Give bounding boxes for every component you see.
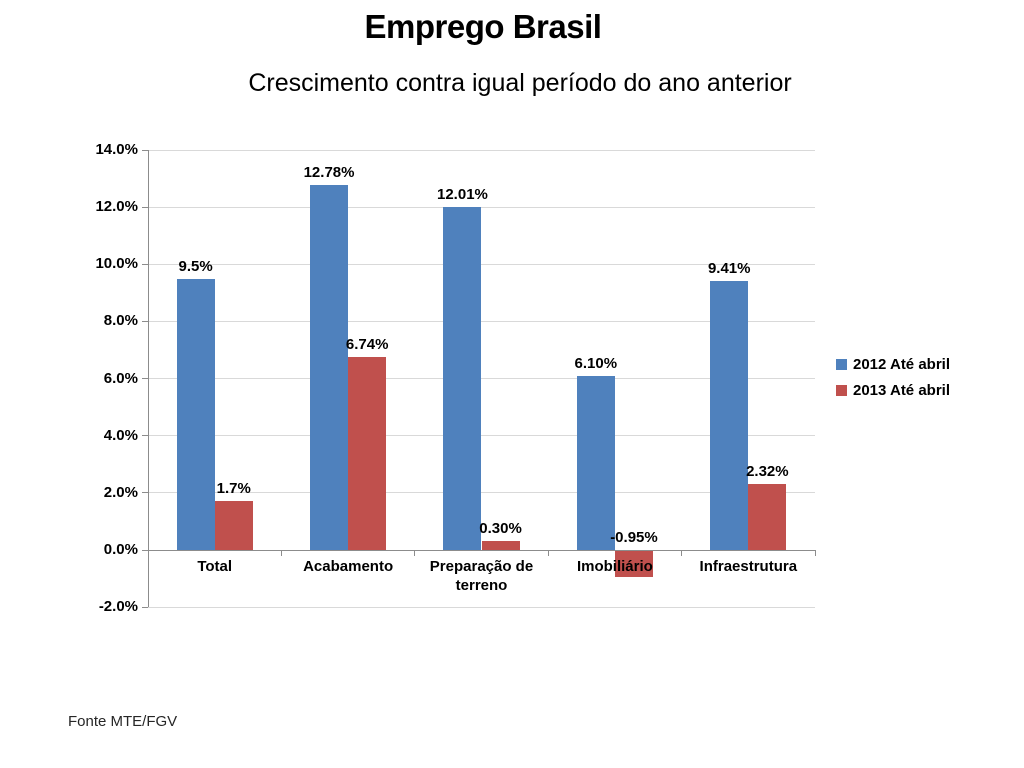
legend-entry: 2013 Até abril xyxy=(836,382,950,399)
bar-value-label: 2.32% xyxy=(746,462,789,480)
legend-label: 2012 Até abril xyxy=(853,356,950,373)
bar-series2 xyxy=(348,357,387,550)
bar-value-label: 9.41% xyxy=(707,260,751,278)
bar-value-label: -0.95% xyxy=(610,529,658,546)
legend-label: 2013 Até abril xyxy=(853,382,950,399)
y-gridline xyxy=(148,378,815,380)
bar-value-label: 6.10% xyxy=(574,354,618,372)
y-axis-label: 0.0% xyxy=(103,541,138,558)
y-gridline xyxy=(148,492,815,494)
y-tick-mark xyxy=(142,378,148,380)
x-tick-mark xyxy=(547,550,549,556)
y-axis-label: 14.0% xyxy=(95,141,138,158)
y-gridline xyxy=(148,149,815,151)
y-axis-label: 8.0% xyxy=(103,312,138,330)
bar-series2 xyxy=(748,483,787,550)
y-gridline xyxy=(148,263,815,265)
bar-value-label: 0.30% xyxy=(479,520,522,538)
y-tick-mark xyxy=(142,549,148,551)
y-axis-label: 6.0% xyxy=(103,369,138,387)
y-gridline xyxy=(148,606,815,608)
x-axis-category-label: Total xyxy=(197,558,233,575)
x-axis-category-label: Imobiliário xyxy=(576,558,653,575)
x-axis-category-label: Acabamento xyxy=(303,558,394,575)
bar-series1 xyxy=(443,206,482,550)
legend-swatch-icon xyxy=(836,359,847,370)
chart-title: Emprego Brasil xyxy=(364,8,602,45)
bar-value-label: 9.5% xyxy=(178,257,213,275)
chart-subtitle: Crescimento contra igual período do ano … xyxy=(248,69,792,97)
x-tick-mark xyxy=(414,550,416,556)
legend-swatch-icon xyxy=(836,385,847,396)
bar-series2 xyxy=(214,501,253,550)
y-tick-mark xyxy=(142,492,148,494)
y-tick-mark xyxy=(142,206,148,208)
x-tick-mark xyxy=(681,550,683,556)
y-tick-mark xyxy=(142,149,148,151)
y-axis-label: 2.0% xyxy=(103,483,138,501)
bar-value-label: 12.01% xyxy=(437,185,488,203)
x-axis-category-label: Infraestrutura xyxy=(699,558,798,575)
x-tick-mark xyxy=(814,550,816,556)
y-axis-line xyxy=(147,150,149,608)
bar-value-label: 1.7% xyxy=(216,480,251,498)
bar-series1 xyxy=(309,184,349,550)
y-tick-mark xyxy=(142,606,148,608)
y-gridline xyxy=(148,435,815,437)
x-tick-mark xyxy=(280,550,282,556)
y-tick-mark xyxy=(142,320,148,322)
legend-entry: 2012 Até abril xyxy=(836,356,950,373)
y-axis-label: -2.0% xyxy=(98,598,138,616)
y-tick-mark xyxy=(142,263,148,265)
y-tick-mark xyxy=(142,435,148,437)
bar-series2 xyxy=(481,541,520,550)
source-note: Fonte MTE/FGV xyxy=(68,713,178,730)
x-axis-category-label: Preparação de terreno xyxy=(429,558,534,594)
bar-value-label: 6.74% xyxy=(345,336,389,354)
y-gridline xyxy=(148,206,815,208)
bar-value-label: 12.78% xyxy=(303,163,355,181)
y-axis-label: 12.0% xyxy=(95,198,138,216)
bar-series1 xyxy=(710,281,749,550)
y-axis-label: 10.0% xyxy=(95,255,138,273)
bar-series1 xyxy=(576,375,615,550)
bar-series1 xyxy=(176,278,215,550)
bar-series2 xyxy=(614,550,653,578)
y-gridline xyxy=(148,320,815,322)
y-axis-label: 4.0% xyxy=(103,426,138,444)
legend: 2012 Até abril 2013 Até abril xyxy=(836,356,950,408)
x-axis-line xyxy=(148,549,815,551)
